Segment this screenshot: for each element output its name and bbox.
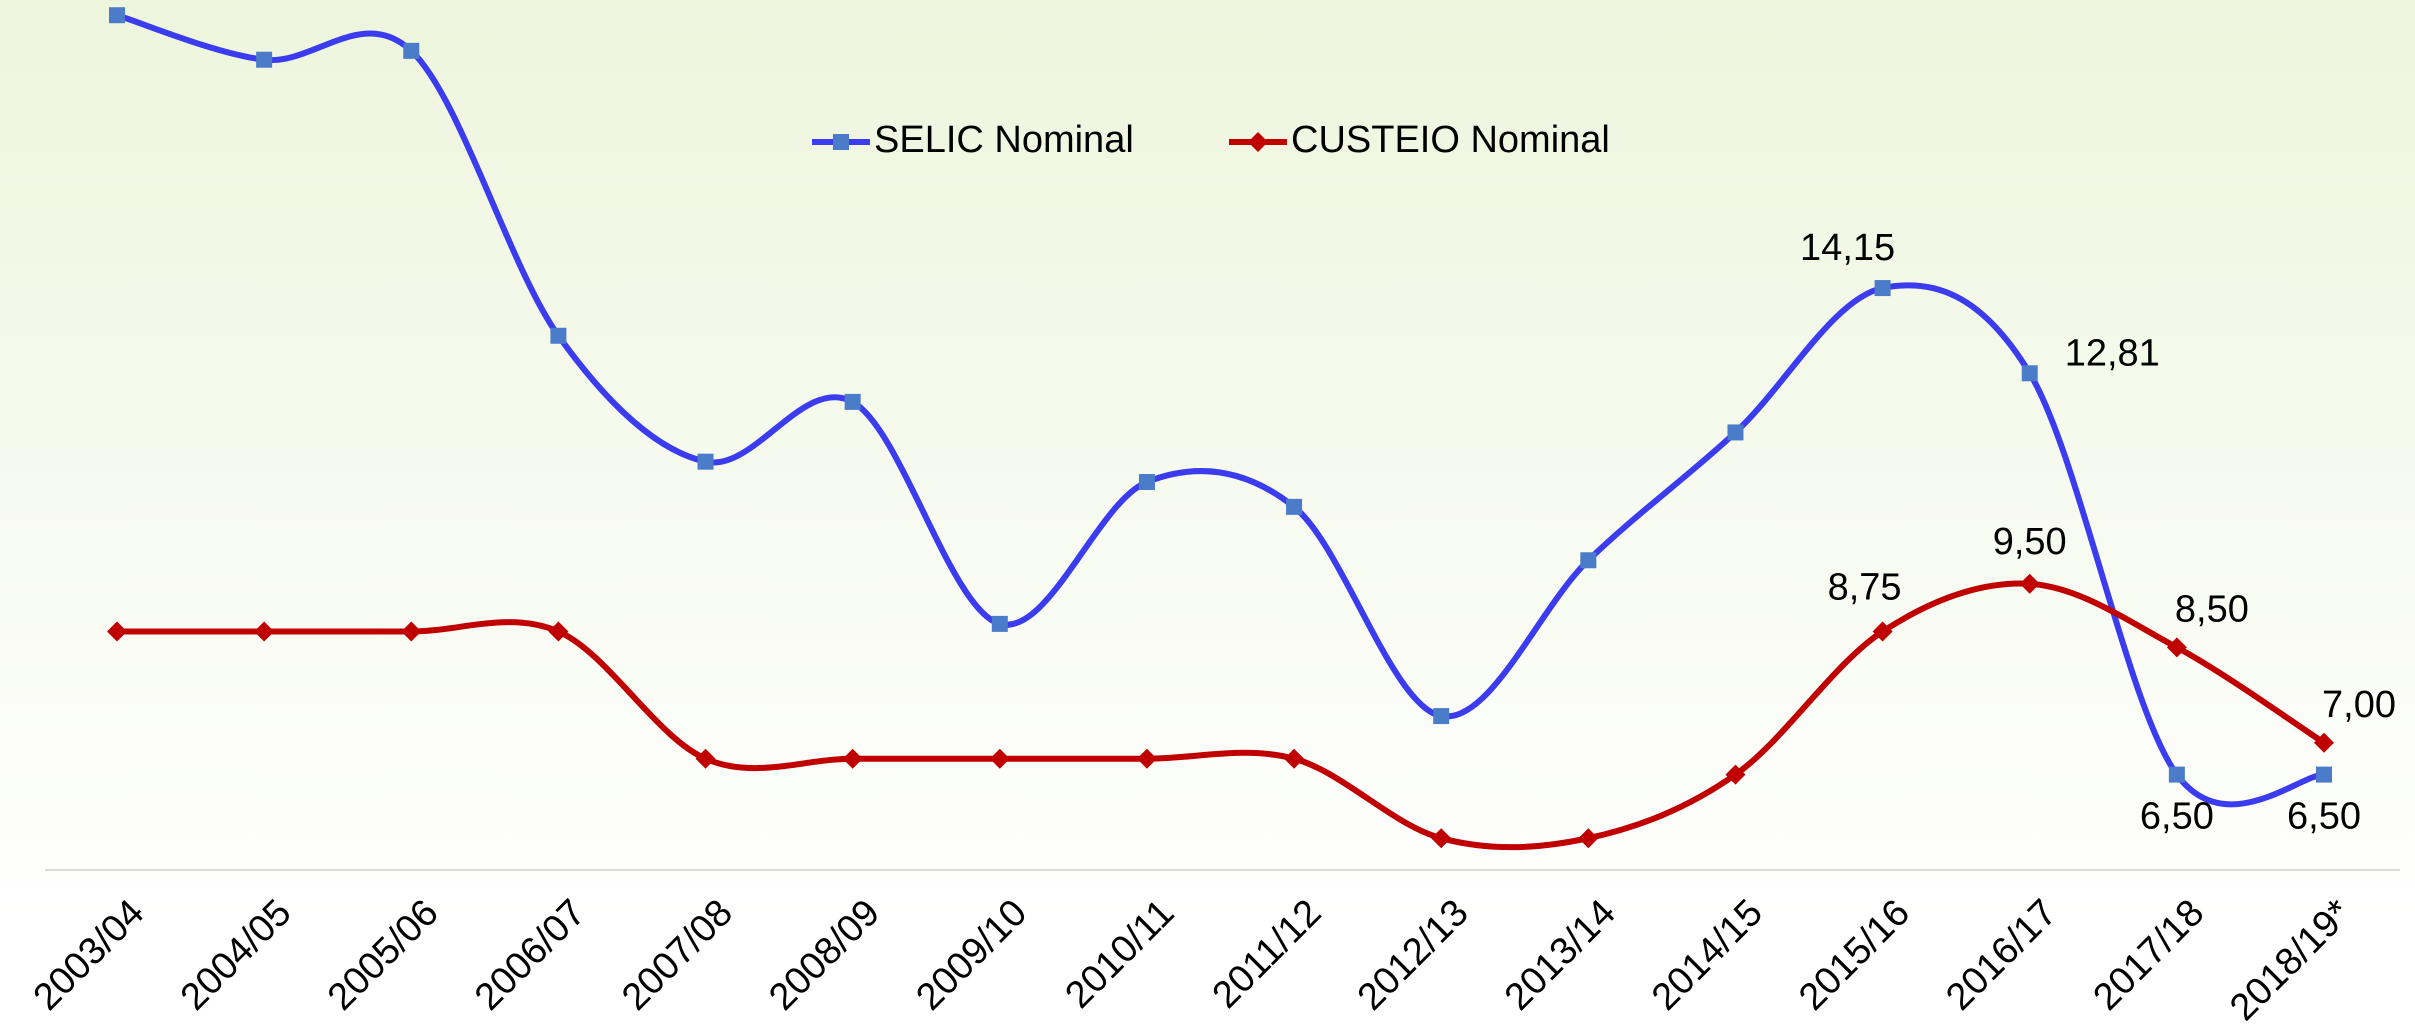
marker: [697, 453, 714, 470]
line: [117, 580, 2326, 851]
marker: [1284, 748, 1305, 769]
legend-label: SELIC Nominal: [874, 119, 1134, 161]
marker: [1578, 828, 1599, 849]
marker: [254, 621, 275, 642]
marker: [1431, 828, 1452, 849]
x-tick-label: 2014/15: [1644, 892, 1771, 1019]
marker: [550, 327, 567, 344]
x-tick-label: 2010/11: [1058, 892, 1183, 1017]
data-label: 7,00: [2322, 684, 2396, 726]
x-tick-label: 2013/14: [1497, 892, 1624, 1019]
marker: [1248, 132, 1268, 152]
x-tick-label: 2011/12: [1205, 892, 1330, 1017]
marker: [1727, 424, 1744, 441]
marker: [1433, 708, 1450, 725]
x-tick-label: 2003/04: [26, 892, 153, 1019]
data-label: 6,50: [2140, 796, 2214, 838]
marker: [989, 748, 1010, 769]
x-tick-label: 2016/17: [1938, 892, 2065, 1019]
legend-item: CUSTEIO Nominal: [1229, 119, 1610, 161]
data-label: 14,15: [1800, 227, 1895, 269]
marker: [842, 748, 863, 769]
data-label: 6,50: [2287, 796, 2361, 838]
data-label: 9,50: [1993, 521, 2067, 563]
marker: [1872, 621, 1893, 642]
x-tick-label: 2008/09: [761, 892, 888, 1019]
marker: [695, 748, 716, 769]
marker: [2021, 365, 2038, 382]
marker: [2168, 766, 2185, 783]
data-label: 8,75: [1828, 567, 1902, 609]
x-tick-label: 2006/07: [467, 892, 594, 1019]
data-label: 12,81: [2065, 332, 2160, 374]
data-label: 8,50: [2175, 588, 2249, 630]
marker: [1874, 280, 1891, 297]
marker: [548, 621, 569, 642]
marker: [2314, 732, 2334, 753]
x-tick-label: 2015/16: [1791, 892, 1918, 1019]
marker: [1725, 764, 1746, 785]
marker: [2166, 637, 2187, 658]
legend-item: SELIC Nominal: [812, 119, 1134, 161]
marker: [991, 615, 1008, 632]
x-tick-label: 2012/13: [1350, 892, 1477, 1019]
marker: [403, 42, 420, 59]
x-tick-label: 2018/19*: [2222, 892, 2359, 1028]
marker: [107, 621, 127, 642]
marker: [1580, 552, 1597, 569]
marker: [256, 51, 273, 68]
marker: [833, 134, 849, 150]
x-tick-label: 2017/18: [2085, 892, 2212, 1019]
marker: [844, 393, 861, 410]
legend-label: CUSTEIO Nominal: [1291, 119, 1610, 161]
marker: [1138, 474, 1155, 491]
marker: [401, 621, 422, 642]
x-tick-label: 2004/05: [173, 892, 300, 1019]
marker: [2316, 766, 2332, 783]
marker: [1286, 498, 1303, 515]
marker: [2019, 573, 2040, 594]
marker: [1136, 748, 1157, 769]
marker: [109, 7, 125, 24]
line: [116, 12, 2325, 808]
x-tick-label: 2009/10: [908, 892, 1035, 1019]
x-tick-label: 2007/08: [614, 892, 741, 1019]
x-tick-label: 2005/06: [320, 892, 447, 1019]
